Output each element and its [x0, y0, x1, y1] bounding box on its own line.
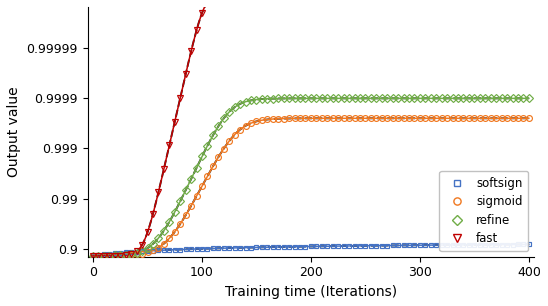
- X-axis label: Training time (Iterations): Training time (Iterations): [225, 285, 397, 299]
- Y-axis label: Output value: Output value: [7, 87, 21, 177]
- Legend: softsign, sigmoid, refine, fast: softsign, sigmoid, refine, fast: [439, 171, 528, 251]
